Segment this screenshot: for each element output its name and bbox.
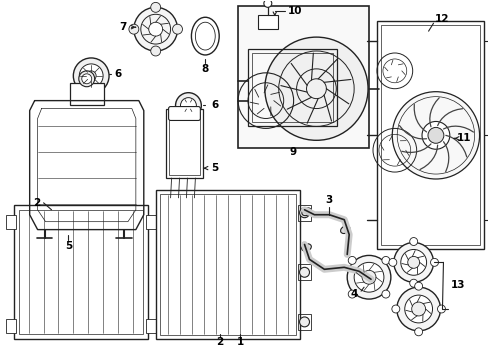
Text: 5: 5 xyxy=(212,163,219,173)
Circle shape xyxy=(415,328,422,336)
Circle shape xyxy=(354,262,384,292)
Bar xyxy=(146,319,156,333)
Ellipse shape xyxy=(302,208,311,216)
Circle shape xyxy=(299,267,310,277)
Text: 5: 5 xyxy=(65,242,72,252)
Circle shape xyxy=(175,93,201,118)
Bar xyxy=(297,205,312,221)
Circle shape xyxy=(74,58,109,94)
Bar xyxy=(258,15,278,29)
Text: 2: 2 xyxy=(217,337,224,347)
Text: 6: 6 xyxy=(114,69,122,79)
Circle shape xyxy=(422,121,450,149)
Text: 3: 3 xyxy=(326,195,333,205)
Circle shape xyxy=(382,256,390,264)
Circle shape xyxy=(428,127,444,143)
Circle shape xyxy=(410,238,417,246)
Circle shape xyxy=(392,92,480,179)
Circle shape xyxy=(382,290,390,298)
Circle shape xyxy=(149,22,163,36)
Circle shape xyxy=(392,305,400,313)
Ellipse shape xyxy=(341,226,350,234)
Circle shape xyxy=(264,0,272,7)
Circle shape xyxy=(347,255,391,299)
Bar xyxy=(238,6,369,148)
Circle shape xyxy=(151,3,161,12)
Circle shape xyxy=(397,287,441,331)
Bar xyxy=(156,190,299,339)
Bar xyxy=(166,109,203,178)
Bar xyxy=(297,264,312,280)
Bar xyxy=(6,319,16,333)
Bar xyxy=(297,314,312,330)
Text: 12: 12 xyxy=(435,14,450,24)
Bar xyxy=(248,49,337,126)
Circle shape xyxy=(129,24,139,34)
Circle shape xyxy=(394,243,434,282)
Ellipse shape xyxy=(302,244,311,251)
Circle shape xyxy=(405,295,433,323)
Circle shape xyxy=(172,24,182,34)
Bar xyxy=(381,25,480,246)
Ellipse shape xyxy=(192,17,219,55)
Text: 10: 10 xyxy=(287,6,302,16)
Circle shape xyxy=(401,249,427,275)
Text: 4: 4 xyxy=(350,289,358,299)
Circle shape xyxy=(438,305,445,313)
Circle shape xyxy=(151,46,161,56)
Circle shape xyxy=(415,282,422,290)
Circle shape xyxy=(299,317,310,327)
Bar xyxy=(14,205,148,339)
Circle shape xyxy=(431,258,439,266)
Circle shape xyxy=(348,256,356,264)
Ellipse shape xyxy=(354,267,364,274)
FancyBboxPatch shape xyxy=(169,107,200,121)
Circle shape xyxy=(410,279,417,287)
Text: 7: 7 xyxy=(119,22,126,32)
Circle shape xyxy=(362,270,376,284)
Bar xyxy=(377,21,484,249)
Circle shape xyxy=(180,98,196,113)
Bar xyxy=(252,53,333,122)
Text: 2: 2 xyxy=(33,198,40,208)
Text: 8: 8 xyxy=(202,64,209,74)
Bar xyxy=(146,215,156,229)
Circle shape xyxy=(79,71,95,87)
Bar xyxy=(19,210,143,334)
Circle shape xyxy=(79,64,103,88)
Bar xyxy=(169,112,200,175)
Circle shape xyxy=(408,256,419,268)
Text: 1: 1 xyxy=(236,337,244,347)
Circle shape xyxy=(348,290,356,298)
Circle shape xyxy=(299,208,310,218)
Bar xyxy=(6,215,16,229)
Circle shape xyxy=(86,71,96,81)
Circle shape xyxy=(265,37,368,140)
Circle shape xyxy=(389,258,397,266)
Circle shape xyxy=(82,74,92,84)
Text: 6: 6 xyxy=(212,100,219,109)
Bar xyxy=(160,194,295,335)
Text: 11: 11 xyxy=(457,133,471,143)
Circle shape xyxy=(134,7,177,51)
Circle shape xyxy=(412,302,426,316)
Text: 13: 13 xyxy=(451,280,466,290)
Bar xyxy=(70,83,104,105)
Text: 9: 9 xyxy=(289,147,296,157)
